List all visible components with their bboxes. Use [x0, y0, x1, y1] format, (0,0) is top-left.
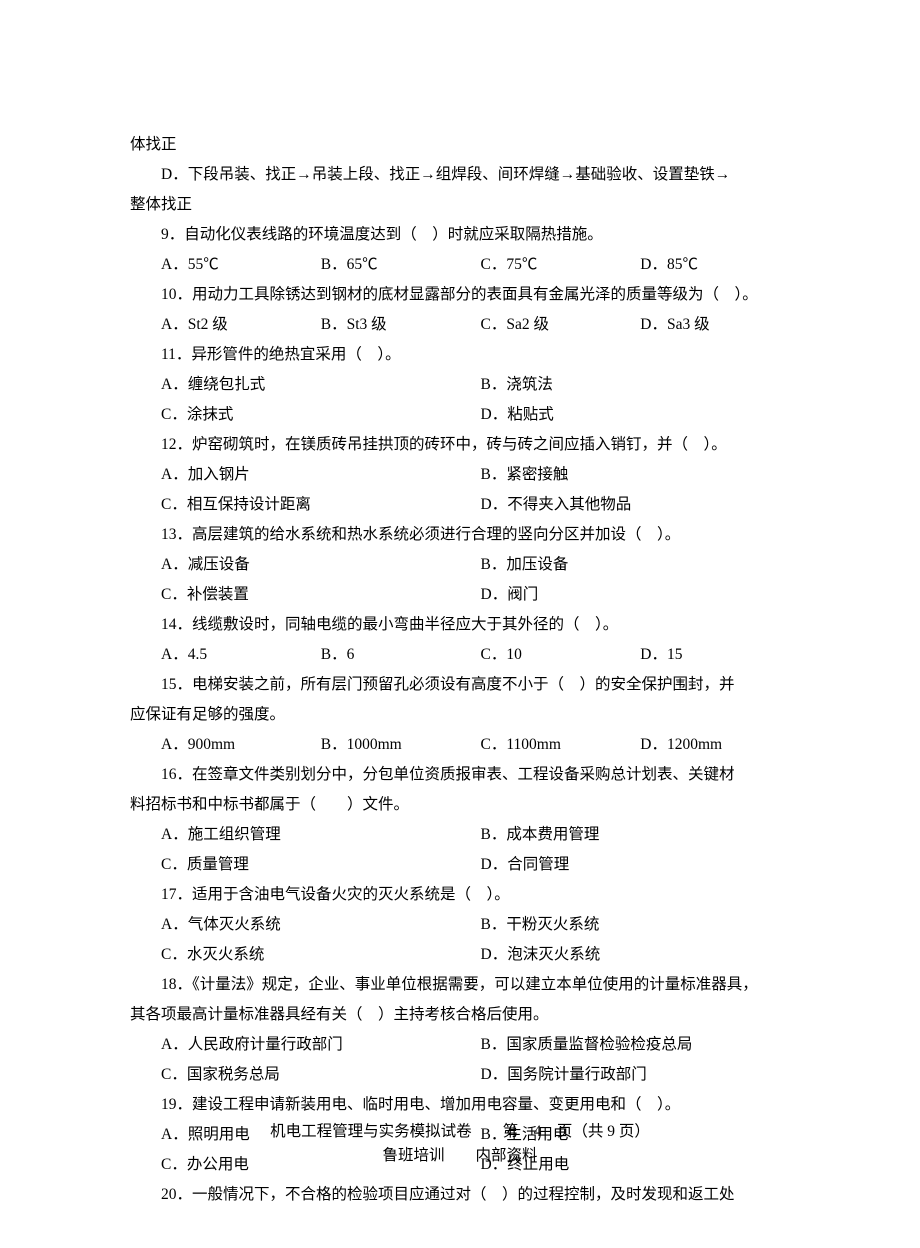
- q16-opt-b: B．成本费用管理: [481, 820, 801, 850]
- q16-opt-a: A．施工组织管理: [161, 820, 481, 850]
- page-content: 体找正 D．下段吊装、找正→吊装上段、找正→组焊段、间环焊缝→基础验收、设置垫铁…: [0, 0, 920, 1210]
- q16-opt-d: D．合同管理: [481, 850, 801, 880]
- q12-opt-c: C．相互保持设计距离: [161, 490, 481, 520]
- q15-opt-c: C．1100mm: [481, 730, 641, 760]
- q20-stem: 20．一般情况下，不合格的检验项目应通过对（ ）的过程控制，及时发现和返工处: [130, 1180, 800, 1210]
- q9-options: A．55℃ B．65℃ C．75℃ D．85℃: [130, 250, 800, 280]
- q11-options-row1: A．缠绕包扎式 B．浇筑法: [130, 370, 800, 400]
- q12-options-row2: C．相互保持设计距离 D．不得夹入其他物品: [130, 490, 800, 520]
- q10-opt-c: C．Sa2 级: [481, 310, 641, 340]
- q17-options-row1: A．气体灭火系统 B．干粉灭火系统: [130, 910, 800, 940]
- q15-opt-d: D．1200mm: [640, 730, 800, 760]
- footer-line-1: 机电工程管理与实务模拟试卷 第 4 页（共 9 页）: [0, 1120, 920, 1144]
- q13-opt-d: D．阀门: [481, 580, 801, 610]
- q13-options-row1: A．减压设备 B．加压设备: [130, 550, 800, 580]
- q17-opt-a: A．气体灭火系统: [161, 910, 481, 940]
- q17-options-row2: C．水灭火系统 D．泡沫灭火系统: [130, 940, 800, 970]
- q9-stem: 9．自动化仪表线路的环境温度达到（ ）时就应采取隔热措施。: [130, 220, 800, 250]
- q13-stem: 13．高层建筑的给水系统和热水系统必须进行合理的竖向分区并加设（ ）。: [130, 520, 800, 550]
- q11-stem: 11．异形管件的绝热宜采用（ ）。: [130, 340, 800, 370]
- q18-stem-a: 18．《计量法》规定，企业、事业单位根据需要，可以建立本单位使用的计量标准器具，: [130, 970, 800, 1000]
- q16-options-row2: C．质量管理 D．合同管理: [130, 850, 800, 880]
- q12-opt-a: A．加入钢片: [161, 460, 481, 490]
- q12-opt-d: D．不得夹入其他物品: [481, 490, 801, 520]
- q14-stem: 14．线缆敷设时，同轴电缆的最小弯曲半径应大于其外径的（ ）。: [130, 610, 800, 640]
- q17-stem: 17．适用于含油电气设备火灾的灭火系统是（ ）。: [130, 880, 800, 910]
- q11-options-row2: C．涂抹式 D．粘贴式: [130, 400, 800, 430]
- q13-opt-c: C．补偿装置: [161, 580, 481, 610]
- q19-stem: 19．建设工程申请新装用电、临时用电、增加用电容量、变更用电和（ ）。: [130, 1090, 800, 1120]
- q9-opt-b: B．65℃: [321, 250, 481, 280]
- q15-stem-b: 应保证有足够的强度。: [130, 700, 800, 730]
- q13-opt-a: A．减压设备: [161, 550, 481, 580]
- q8-option-d: D．下段吊装、找正→吊装上段、找正→组焊段、间环焊缝→基础验收、设置垫铁→: [130, 160, 800, 190]
- page-footer: 机电工程管理与实务模拟试卷 第 4 页（共 9 页） 鲁班培训 内部资料: [0, 1120, 920, 1168]
- q15-stem-a: 15．电梯安装之前，所有层门预留孔必须设有高度不小于（ ）的安全保护围封，并: [130, 670, 800, 700]
- q10-opt-d: D．Sa3 级: [640, 310, 800, 340]
- q18-options-row2: C．国家税务总局 D．国务院计量行政部门: [130, 1060, 800, 1090]
- q18-opt-c: C．国家税务总局: [161, 1060, 481, 1090]
- q18-opt-a: A．人民政府计量行政部门: [161, 1030, 481, 1060]
- q10-options: A．St2 级 B．St3 级 C．Sa2 级 D．Sa3 级: [130, 310, 800, 340]
- q17-opt-c: C．水灭火系统: [161, 940, 481, 970]
- q13-opt-b: B．加压设备: [481, 550, 801, 580]
- q10-opt-b: B．St3 级: [321, 310, 481, 340]
- q14-opt-d: D．15: [640, 640, 800, 670]
- fragment-line: 整体找正: [130, 190, 800, 220]
- q11-opt-c: C．涂抹式: [161, 400, 481, 430]
- q12-opt-b: B．紧密接触: [481, 460, 801, 490]
- q16-stem-b: 料招标书和中标书都属于（ ）文件。: [130, 790, 800, 820]
- q13-options-row2: C．补偿装置 D．阀门: [130, 580, 800, 610]
- q10-opt-a: A．St2 级: [161, 310, 321, 340]
- q16-stem-a: 16．在签章文件类别划分中，分包单位资质报审表、工程设备采购总计划表、关键材: [130, 760, 800, 790]
- q15-options: A．900mm B．1000mm C．1100mm D．1200mm: [130, 730, 800, 760]
- q12-stem: 12．炉窑砌筑时，在镁质砖吊挂拱顶的砖环中，砖与砖之间应插入销钉，并（ ）。: [130, 430, 800, 460]
- q9-opt-a: A．55℃: [161, 250, 321, 280]
- q18-stem-b: 其各项最高计量标准器具经有关（ ）主持考核合格后使用。: [130, 1000, 800, 1030]
- q15-opt-b: B．1000mm: [321, 730, 481, 760]
- q18-opt-b: B．国家质量监督检验检疫总局: [481, 1030, 801, 1060]
- q18-options-row1: A．人民政府计量行政部门 B．国家质量监督检验检疫总局: [130, 1030, 800, 1060]
- q14-opt-b: B．6: [321, 640, 481, 670]
- fragment-line: 体找正: [130, 130, 800, 160]
- q9-opt-d: D．85℃: [640, 250, 800, 280]
- q12-options-row1: A．加入钢片 B．紧密接触: [130, 460, 800, 490]
- q16-options-row1: A．施工组织管理 B．成本费用管理: [130, 820, 800, 850]
- q17-opt-b: B．干粉灭火系统: [481, 910, 801, 940]
- q14-opt-a: A．4.5: [161, 640, 321, 670]
- q11-opt-a: A．缠绕包扎式: [161, 370, 481, 400]
- q14-options: A．4.5 B．6 C．10 D．15: [130, 640, 800, 670]
- q11-opt-b: B．浇筑法: [481, 370, 801, 400]
- q16-opt-c: C．质量管理: [161, 850, 481, 880]
- q14-opt-c: C．10: [481, 640, 641, 670]
- q9-opt-c: C．75℃: [481, 250, 641, 280]
- footer-line-2: 鲁班培训 内部资料: [0, 1144, 920, 1168]
- q17-opt-d: D．泡沫灭火系统: [481, 940, 801, 970]
- q15-opt-a: A．900mm: [161, 730, 321, 760]
- q18-opt-d: D．国务院计量行政部门: [481, 1060, 801, 1090]
- q11-opt-d: D．粘贴式: [481, 400, 801, 430]
- q10-stem: 10．用动力工具除锈达到钢材的底材显露部分的表面具有金属光泽的质量等级为（ ）。: [130, 280, 800, 310]
